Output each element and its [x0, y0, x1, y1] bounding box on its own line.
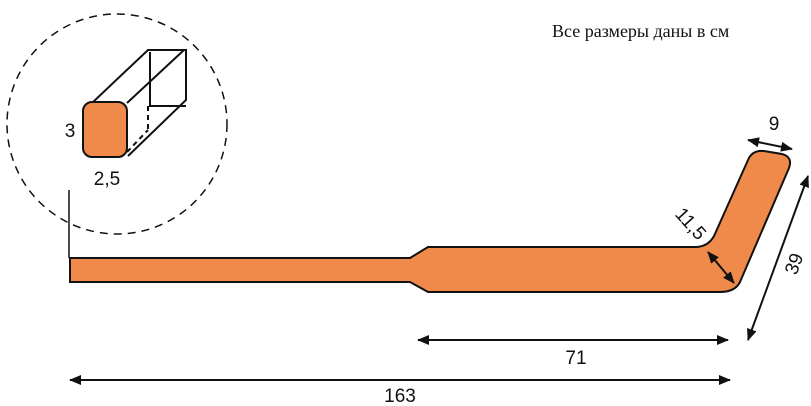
- heel-label: 11,5: [670, 204, 709, 244]
- dim-heel: [707, 251, 735, 284]
- dim-blade-width: [747, 137, 793, 152]
- profile-box: [82, 49, 187, 158]
- hockey-stick: [69, 149, 792, 293]
- total-length-label: 163: [384, 386, 416, 406]
- blade-width-label: 9: [769, 114, 780, 135]
- detail-circle: [6, 13, 228, 235]
- lower-part-label: 71: [565, 348, 586, 369]
- dim-blade-length: [747, 175, 809, 341]
- note: Все размеры даны в см: [552, 21, 729, 41]
- profile-width: 2,5: [94, 169, 120, 190]
- blade-length-label: 39: [781, 251, 808, 278]
- profile-height: 3: [65, 121, 76, 142]
